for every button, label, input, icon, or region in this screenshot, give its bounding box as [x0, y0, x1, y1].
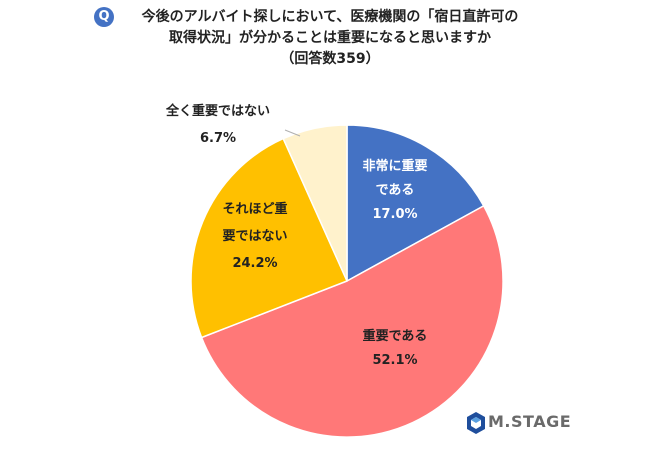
slice-category-label-2: 重要である — [363, 328, 428, 344]
logo-text: M.STAGE — [488, 412, 572, 431]
title-line-1: 今後のアルバイト探しにおいて、医療機関の「宿日直許可の — [141, 9, 519, 25]
slice-category-label-3: それほど重 — [222, 201, 287, 217]
chart-title: 今後のアルバイト探しにおいて、医療機関の「宿日直許可の 取得状況」が分かることは… — [110, 7, 550, 70]
pie-slices — [190, 124, 504, 438]
pie-slice-4 — [282, 124, 348, 282]
pie-slice-1 — [346, 124, 485, 283]
slice-category-label-4: 全く重要ではない — [165, 103, 270, 119]
title-line-2: 取得状況」が分かることは重要になると思いますか — [169, 30, 491, 46]
slice-value-label-4: 6.7% — [200, 131, 236, 146]
slice-category-label-1: 非常に重要 — [362, 158, 427, 174]
slice-value-label-3: 24.2% — [232, 256, 277, 271]
question-badge: Q — [94, 7, 114, 27]
leader-line — [284, 129, 301, 137]
pie-slice-3 — [190, 137, 349, 339]
pie-slice-2 — [200, 204, 504, 438]
slice-category-label-1: である — [376, 183, 415, 198]
logo-mark-icon — [467, 412, 485, 434]
title-line-3: （回答数359） — [280, 51, 380, 67]
slice-category-label-3: 要ではない — [222, 229, 287, 244]
slice-value-label-2: 52.1% — [372, 353, 417, 368]
slice-value-label-1: 17.0% — [372, 207, 417, 222]
